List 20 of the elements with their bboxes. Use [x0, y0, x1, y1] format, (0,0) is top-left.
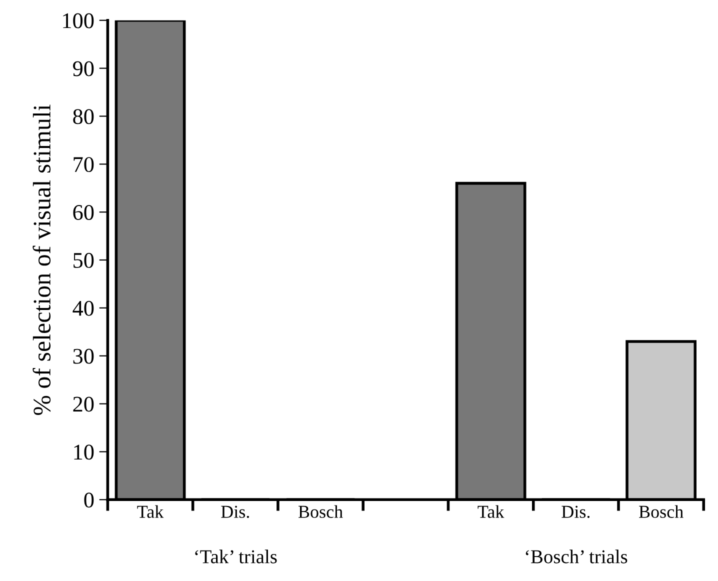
y-tick-label: 90: [73, 61, 94, 76]
text: ‘Tak’ trials: [195, 550, 277, 564]
y-tick-label: 0: [84, 492, 94, 508]
y-tick-label: 50: [74, 252, 94, 268]
x-tick-label: Tak: [137, 505, 164, 518]
y-tick-label: 60: [73, 204, 94, 220]
x-tick-label: Bosch: [639, 505, 684, 518]
x-tick-label: Dis.: [221, 506, 250, 518]
y-tick-label: 10: [74, 444, 94, 460]
y-tick-label: 20: [73, 396, 94, 412]
x-tick-label: Tak: [478, 505, 504, 518]
text: ‘Bosch’ trials: [526, 550, 628, 564]
y-tick-label: 80: [73, 109, 94, 124]
x-tick-label: Dis.: [562, 506, 590, 518]
y-tick-label: 70: [74, 157, 94, 172]
y-tick-label: 100: [63, 13, 94, 28]
y-axis-title: % of selection of visual stimuli: [32, 104, 51, 416]
x-tick-label: Bosch: [298, 505, 343, 518]
y-tick-label: 30: [73, 348, 94, 364]
y-tick-label: 40: [72, 300, 94, 316]
